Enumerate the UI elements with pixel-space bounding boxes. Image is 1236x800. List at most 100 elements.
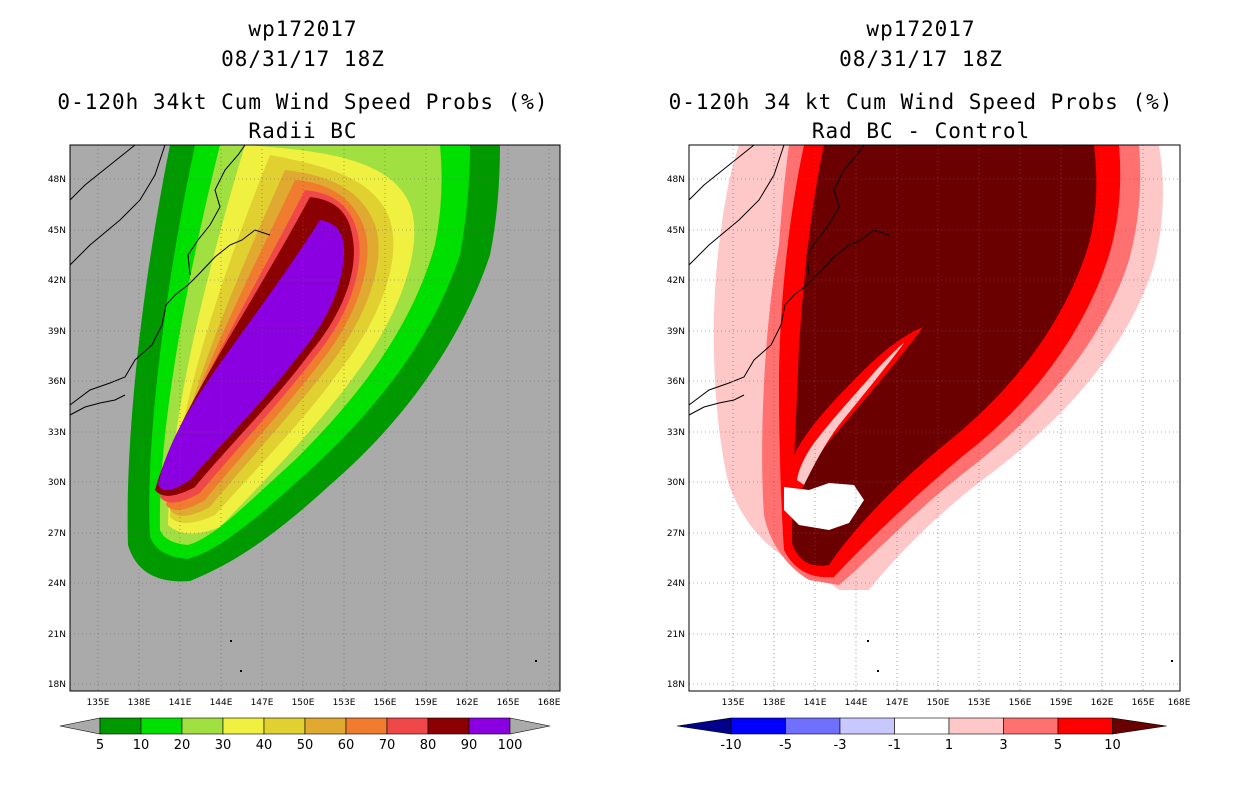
lon-tick: 159E: [1050, 698, 1073, 708]
lon-tick: 165E: [497, 698, 520, 708]
left-map-panel: wp172017 08/31/17 18Z 0-120h 34kt Cum Wi…: [48, 17, 561, 753]
lat-tick: 33N: [48, 428, 66, 438]
lat-tick: 42N: [667, 276, 685, 286]
right-map-panel: wp172017 08/31/17 18Z 0-120h 34 kt Cum W…: [618, 0, 1236, 800]
lat-tick: 24N: [667, 579, 685, 589]
lon-tick: 141E: [169, 698, 192, 708]
colorbar-box: [263, 717, 306, 735]
lon-tick: 168E: [538, 698, 561, 708]
lon-tick: 165E: [1132, 698, 1155, 708]
lon-tick: 150E: [927, 698, 950, 708]
date-title: 08/31/17 18Z: [221, 47, 385, 71]
lon-tick: 162E: [1091, 698, 1114, 708]
lat-tick: 36N: [667, 377, 685, 387]
lat-tick: 36N: [48, 377, 66, 387]
colorbar-right-arrow: [1112, 717, 1167, 735]
lat-tick-labels: 18N 21N 24N 27N 30N 33N 36N 39N 42N 45N …: [48, 175, 66, 690]
colorbar-label: 70: [379, 738, 396, 753]
lon-tick: 153E: [333, 698, 356, 708]
colorbar: 5 10 20 30 40 50 60 70 80 90 100: [59, 717, 551, 753]
difference-map: 135E 138E 141E 144E 147E 150E 153E 156E …: [667, 144, 1191, 708]
colorbar-box: [99, 717, 142, 735]
colorbar-label: 3: [999, 738, 1007, 753]
colorbar-label: 30: [215, 738, 232, 753]
colorbar-box: [468, 717, 511, 735]
colorbar-box: [345, 717, 388, 735]
colorbar-label: -5: [779, 738, 792, 753]
lon-tick: 159E: [415, 698, 438, 708]
colorbar-label: 50: [297, 738, 314, 753]
lat-tick: 24N: [48, 579, 66, 589]
lat-tick: 27N: [48, 529, 66, 539]
difference-contours: [713, 145, 1163, 590]
probability-map: 135E 138E 141E 144E 147E 150E 153E 156E …: [48, 144, 561, 708]
colorbar-box: [386, 717, 429, 735]
map-frame: [69, 144, 561, 692]
lon-tick: 138E: [128, 698, 151, 708]
colorbar-labels: 5 10 20 30 40 50 60 70 80 90 100: [96, 738, 523, 753]
lon-tick: 147E: [886, 698, 909, 708]
lon-tick: 138E: [763, 698, 786, 708]
colorbar-box: [1003, 717, 1059, 735]
colorbar: -10 -5 -3 -1 1 3 5 10: [676, 717, 1167, 753]
lat-tick: 21N: [48, 630, 66, 640]
colorbar-boxes: [676, 717, 1167, 735]
lat-tick: 39N: [48, 327, 66, 337]
colorbar-left-arrow: [59, 717, 101, 735]
probability-contours: [127, 145, 501, 582]
colorbar-label: 20: [174, 738, 191, 753]
lat-tick: 27N: [667, 529, 685, 539]
lon-tick: 135E: [87, 698, 110, 708]
panel-subtitle: Radii BC: [248, 119, 358, 143]
lon-tick: 144E: [210, 698, 233, 708]
lon-tick: 156E: [374, 698, 397, 708]
colorbar-box: [181, 717, 224, 735]
colorbar-label: 80: [420, 738, 437, 753]
product-title: 0-120h 34kt Cum Wind Speed Probs (%): [57, 90, 549, 114]
lon-tick: 153E: [968, 698, 991, 708]
colorbar-label: -10: [720, 738, 741, 753]
storm-id-title: wp172017: [248, 17, 358, 41]
lon-tick: 150E: [292, 698, 315, 708]
lat-tick-labels: 18N 21N 24N 27N 30N 33N 36N 39N 42N 45N …: [667, 175, 685, 690]
colorbar-label: 5: [96, 738, 104, 753]
colorbar-label: 100: [498, 738, 523, 753]
lon-tick: 168E: [1168, 698, 1191, 708]
lat-tick: 48N: [667, 175, 685, 185]
colorbar-label: 40: [256, 738, 273, 753]
colorbar-label: 1: [945, 738, 953, 753]
panel-subtitle: Rad BC - Control: [811, 119, 1031, 143]
lat-tick: 42N: [48, 276, 66, 286]
small-islands: [230, 640, 537, 672]
lat-tick: 45N: [48, 226, 66, 236]
colorbar-label: -1: [888, 738, 901, 753]
colorbar-left-arrow: [676, 717, 732, 735]
storm-id-title: wp172017: [866, 17, 976, 41]
colorbar-box: [948, 717, 1004, 735]
colorbar-label: 5: [1054, 738, 1062, 753]
coastlines: [70, 145, 271, 416]
colorbar-box: [140, 717, 183, 735]
colorbar-boxes: [59, 717, 551, 735]
lon-tick: 141E: [804, 698, 827, 708]
small-islands: [867, 640, 1173, 672]
colorbar-label: 10: [133, 738, 150, 753]
lon-tick-labels: 135E 138E 141E 144E 147E 150E 153E 156E …: [722, 698, 1191, 708]
grid-lines: [689, 145, 1180, 691]
lat-tick: 33N: [667, 428, 685, 438]
lat-tick: 18N: [667, 680, 685, 690]
map-frame: [688, 144, 1181, 692]
lat-tick: 48N: [48, 175, 66, 185]
lon-tick: 135E: [722, 698, 745, 708]
colorbar-box: [222, 717, 265, 735]
lat-tick: 39N: [667, 327, 685, 337]
lon-tick-labels: 135E 138E 141E 144E 147E 150E 153E 156E …: [87, 698, 561, 708]
lat-tick: 30N: [667, 478, 685, 488]
product-title: 0-120h 34 kt Cum Wind Speed Probs (%): [668, 90, 1174, 114]
colorbar-label: 10: [1104, 738, 1121, 753]
colorbar-labels: -10 -5 -3 -1 1 3 5 10: [720, 738, 1120, 753]
lon-tick: 156E: [1009, 698, 1032, 708]
colorbar-box: [785, 717, 841, 735]
lat-tick: 30N: [48, 478, 66, 488]
lon-tick: 144E: [845, 698, 868, 708]
